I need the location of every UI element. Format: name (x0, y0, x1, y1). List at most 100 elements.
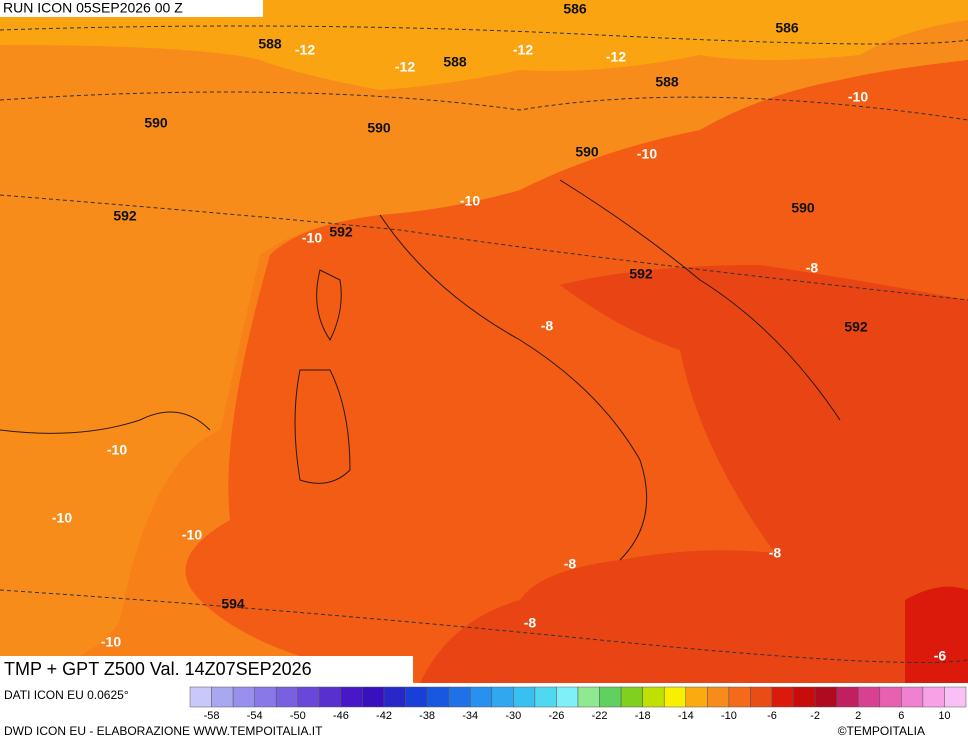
contour-label: -10 (637, 146, 657, 162)
contour-label: -8 (564, 556, 577, 572)
legend-swatch (944, 686, 967, 708)
legend-swatch (232, 686, 255, 708)
legend-tick-label: 6 (898, 710, 904, 722)
legend-swatch (836, 686, 859, 708)
contour-label: -10 (460, 193, 480, 209)
legend-swatch (319, 686, 342, 708)
contour-label: 590 (144, 115, 168, 131)
contour-label: 592 (113, 208, 137, 224)
legend-swatch (297, 686, 320, 708)
title-box (0, 656, 413, 683)
contour-label: -12 (395, 59, 415, 75)
legend-tick-label: -58 (204, 710, 220, 722)
legend-tick-label: -34 (462, 710, 478, 722)
legend-swatch (922, 686, 945, 708)
contour-label: -8 (541, 318, 554, 334)
legend-swatch (857, 686, 881, 708)
legend-swatch (491, 686, 514, 708)
legend-swatch (534, 686, 557, 708)
header-box (0, 0, 263, 17)
coastlines (0, 179, 841, 561)
legend-swatch (405, 686, 428, 708)
contour-label: 588 (258, 36, 282, 52)
cool-region (0, 0, 968, 683)
legend-swatch (793, 686, 816, 708)
color-legend: -58 -54 -50 -46 -42 -38 -34 -30 -26 -22 -18 -14 -10-… (189, 686, 967, 722)
legend-tick-label: -18 (635, 710, 651, 722)
contour-label: 590 (575, 144, 599, 160)
contour-label: -8 (769, 545, 782, 561)
legend-tick-label: -42 (376, 710, 392, 722)
cold-region (0, 0, 968, 90)
legend-swatch (879, 686, 902, 708)
contour-label: -10 (182, 527, 202, 543)
legend-tick-label: -10 (721, 710, 737, 722)
contour-label: 590 (367, 120, 391, 136)
legend-tick-label: -2 (810, 710, 820, 722)
warm-region (420, 265, 968, 683)
legend-swatch (685, 686, 708, 708)
legend-swatch (362, 686, 385, 708)
contour-label: 592 (844, 319, 868, 335)
contours (0, 25, 968, 663)
legend-swatch (728, 686, 751, 708)
legend-swatch (577, 686, 600, 708)
hot-region (905, 586, 968, 683)
contour-label: -12 (513, 42, 533, 58)
legend-swatch (275, 686, 299, 708)
legend-swatch (469, 686, 493, 708)
contour-label: 586 (563, 1, 587, 17)
contour-label: -8 (806, 260, 819, 276)
legend-swatch (620, 686, 643, 708)
contour-label: -12 (606, 49, 626, 65)
legend-swatch (448, 686, 471, 708)
contour-label: 592 (629, 266, 653, 282)
legend-swatch (426, 686, 449, 708)
legend-swatch (771, 686, 794, 708)
legend-swatch (513, 686, 536, 708)
contour-label: -10 (302, 230, 322, 246)
contour-label: 588 (655, 74, 679, 90)
legend-tick-label: -14 (678, 710, 694, 722)
contour-label: 592 (329, 224, 353, 240)
source-label: DATI ICON EU 0.0625° (4, 688, 129, 702)
legend-swatch (383, 686, 406, 708)
contour-label: -6 (934, 648, 947, 664)
legend-swatch (663, 686, 687, 708)
contour-label: -8 (524, 615, 537, 631)
legend-swatch (556, 686, 579, 708)
map-labels: 586 586 588 -12 -12 -12 -12 588 588 -10 590 590 590 -… (52, 1, 947, 664)
contour-label: -10 (848, 89, 868, 105)
contour-label: 588 (443, 54, 467, 70)
contour-label: -10 (107, 442, 127, 458)
contour-label: 594 (221, 596, 245, 612)
contour-label: -12 (295, 42, 315, 58)
copyright-label: ©TEMPOITALIA (838, 724, 925, 738)
legend-tick-label: -22 (592, 710, 608, 722)
legend-swatch (189, 686, 212, 708)
legend-swatch (642, 686, 665, 708)
legend-tick-label: -6 (767, 710, 777, 722)
map (0, 0, 968, 683)
legend-tick-label: -38 (419, 710, 435, 722)
legend-swatch (599, 686, 622, 708)
legend-swatch (814, 686, 837, 708)
legend-swatch (750, 686, 773, 708)
legend-swatch (340, 686, 363, 708)
run-label: RUN ICON 05SEP2026 00 Z (3, 0, 183, 16)
legend-swatch (707, 686, 730, 708)
legend-tick-label: -26 (548, 710, 564, 722)
legend-tick-label: 10 (938, 710, 950, 722)
legend-tick-label: -46 (333, 710, 349, 722)
legend-tick-label: 2 (855, 710, 861, 722)
contour-label: 590 (791, 200, 815, 216)
legend-swatch (211, 686, 234, 708)
map-title: TMP + GPT Z500 Val. 14Z07SEP2026 (4, 659, 312, 679)
legend-swatch (254, 686, 277, 708)
contour-label: -10 (101, 634, 121, 650)
contour-label: 586 (775, 20, 799, 36)
legend-tick-label: -30 (505, 710, 521, 722)
credit-label: DWD ICON EU - ELABORAZIONE WWW.TEMPOITAL… (4, 724, 323, 738)
legend-tick-label: -50 (290, 710, 306, 722)
